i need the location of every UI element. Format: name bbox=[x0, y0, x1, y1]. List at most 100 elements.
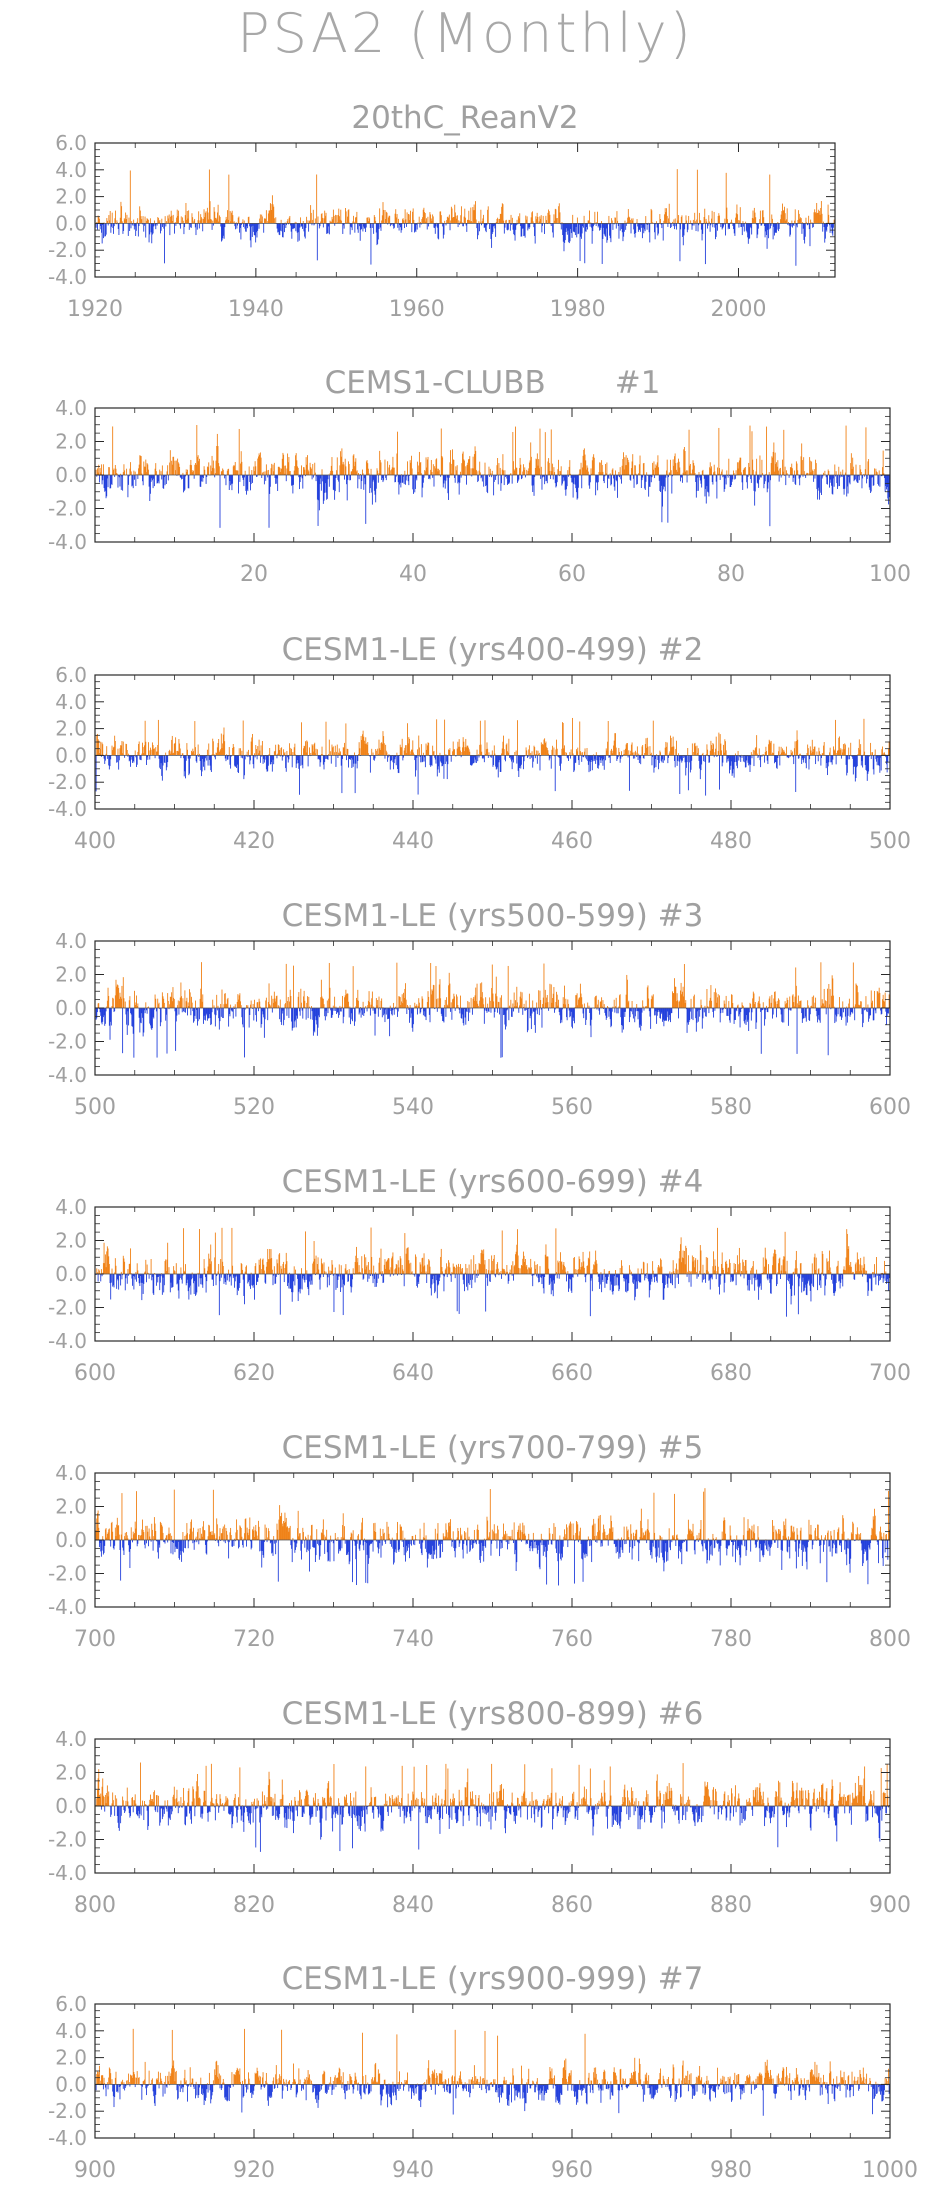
positive-bar bbox=[867, 1004, 868, 1008]
negative-bar bbox=[373, 1008, 374, 1011]
negative-bar bbox=[591, 1008, 592, 1020]
positive-bar bbox=[219, 466, 220, 475]
positive-bar bbox=[594, 212, 595, 224]
positive-bar bbox=[393, 1003, 394, 1008]
negative-bar bbox=[352, 223, 353, 230]
positive-bar bbox=[287, 219, 288, 223]
negative-bar bbox=[612, 223, 613, 230]
negative-bar bbox=[863, 1008, 864, 1023]
positive-bar bbox=[565, 752, 566, 755]
positive-bar bbox=[194, 219, 195, 223]
positive-bar bbox=[658, 467, 659, 475]
negative-bar bbox=[443, 755, 444, 778]
positive-bar bbox=[678, 215, 679, 223]
positive-bar bbox=[154, 220, 155, 223]
negative-bar bbox=[797, 223, 798, 227]
positive-bar bbox=[769, 472, 770, 475]
negative-bar bbox=[133, 755, 134, 762]
positive-bar bbox=[645, 216, 646, 223]
negative-bar bbox=[868, 755, 869, 771]
bar-series bbox=[96, 718, 890, 796]
positive-bar bbox=[304, 1001, 305, 1008]
negative-bar bbox=[684, 223, 685, 229]
positive-bar bbox=[808, 748, 809, 755]
negative-bar bbox=[128, 1008, 129, 1025]
positive-bar bbox=[726, 996, 727, 1008]
negative-bar bbox=[671, 475, 672, 494]
negative-bar bbox=[243, 223, 244, 227]
negative-bar bbox=[155, 755, 156, 758]
negative-bar bbox=[540, 475, 541, 479]
negative-bar bbox=[131, 223, 132, 228]
negative-bar bbox=[633, 755, 634, 758]
negative-bar bbox=[328, 755, 329, 759]
negative-bar bbox=[159, 475, 160, 483]
negative-bar bbox=[376, 475, 377, 489]
negative-bar bbox=[789, 475, 790, 478]
negative-bar bbox=[795, 223, 796, 265]
negative-bar bbox=[478, 475, 479, 481]
negative-bar bbox=[487, 475, 488, 493]
positive-bar bbox=[519, 213, 520, 223]
positive-bar bbox=[597, 212, 598, 224]
y-tick-label: 2.0 bbox=[55, 717, 87, 741]
positive-bar bbox=[532, 1000, 533, 1008]
positive-bar bbox=[477, 750, 478, 756]
negative-bar bbox=[385, 1008, 386, 1022]
positive-bar bbox=[627, 743, 628, 755]
negative-bar bbox=[283, 223, 284, 237]
y-tick-label: 0.0 bbox=[55, 211, 87, 235]
bar-series bbox=[96, 962, 890, 1058]
negative-bar bbox=[751, 475, 752, 483]
negative-bar bbox=[759, 475, 760, 480]
negative-bar bbox=[879, 755, 880, 772]
negative-bar bbox=[443, 1008, 444, 1022]
negative-bar bbox=[691, 755, 692, 760]
negative-bar bbox=[505, 223, 506, 227]
y-tick-label: -4.0 bbox=[48, 797, 87, 821]
y-tick-label: 0.0 bbox=[55, 996, 87, 1020]
positive-bar bbox=[879, 993, 880, 1008]
negative-bar bbox=[667, 475, 668, 523]
negative-bar bbox=[121, 475, 122, 490]
positive-bar bbox=[274, 463, 275, 475]
positive-bar bbox=[738, 220, 739, 223]
positive-bar bbox=[141, 456, 142, 475]
positive-bar bbox=[485, 997, 486, 1008]
negative-bar bbox=[499, 1008, 500, 1014]
positive-bar bbox=[700, 221, 701, 224]
negative-bar bbox=[832, 755, 833, 759]
positive-bar bbox=[98, 1003, 99, 1008]
negative-bar bbox=[188, 475, 189, 488]
positive-bar bbox=[419, 217, 420, 224]
positive-bar bbox=[292, 752, 293, 755]
positive-bar bbox=[797, 470, 798, 475]
negative-bar bbox=[288, 755, 289, 759]
negative-bar bbox=[793, 475, 794, 478]
negative-bar bbox=[598, 475, 599, 482]
positive-bar bbox=[396, 963, 397, 1008]
negative-bar bbox=[504, 475, 505, 485]
positive-bar bbox=[750, 426, 751, 475]
negative-bar bbox=[581, 755, 582, 761]
positive-bar bbox=[835, 720, 836, 755]
positive-bar bbox=[167, 465, 168, 475]
negative-bar bbox=[508, 223, 509, 229]
positive-bar bbox=[271, 464, 272, 475]
positive-bar bbox=[156, 471, 157, 475]
positive-bar bbox=[337, 745, 338, 756]
negative-bar bbox=[176, 1008, 177, 1016]
positive-bar bbox=[214, 468, 215, 475]
x-tick-label: 420 bbox=[233, 829, 275, 854]
negative-bar bbox=[122, 1008, 123, 1053]
negative-bar bbox=[758, 223, 759, 228]
negative-bar bbox=[500, 755, 501, 772]
negative-bar bbox=[389, 1008, 390, 1036]
negative-bar bbox=[293, 475, 294, 485]
negative-bar bbox=[750, 755, 751, 764]
negative-bar bbox=[229, 1008, 230, 1016]
positive-bar bbox=[253, 1004, 254, 1008]
negative-bar bbox=[430, 475, 431, 479]
positive-bar bbox=[690, 220, 691, 223]
positive-bar bbox=[252, 734, 253, 755]
